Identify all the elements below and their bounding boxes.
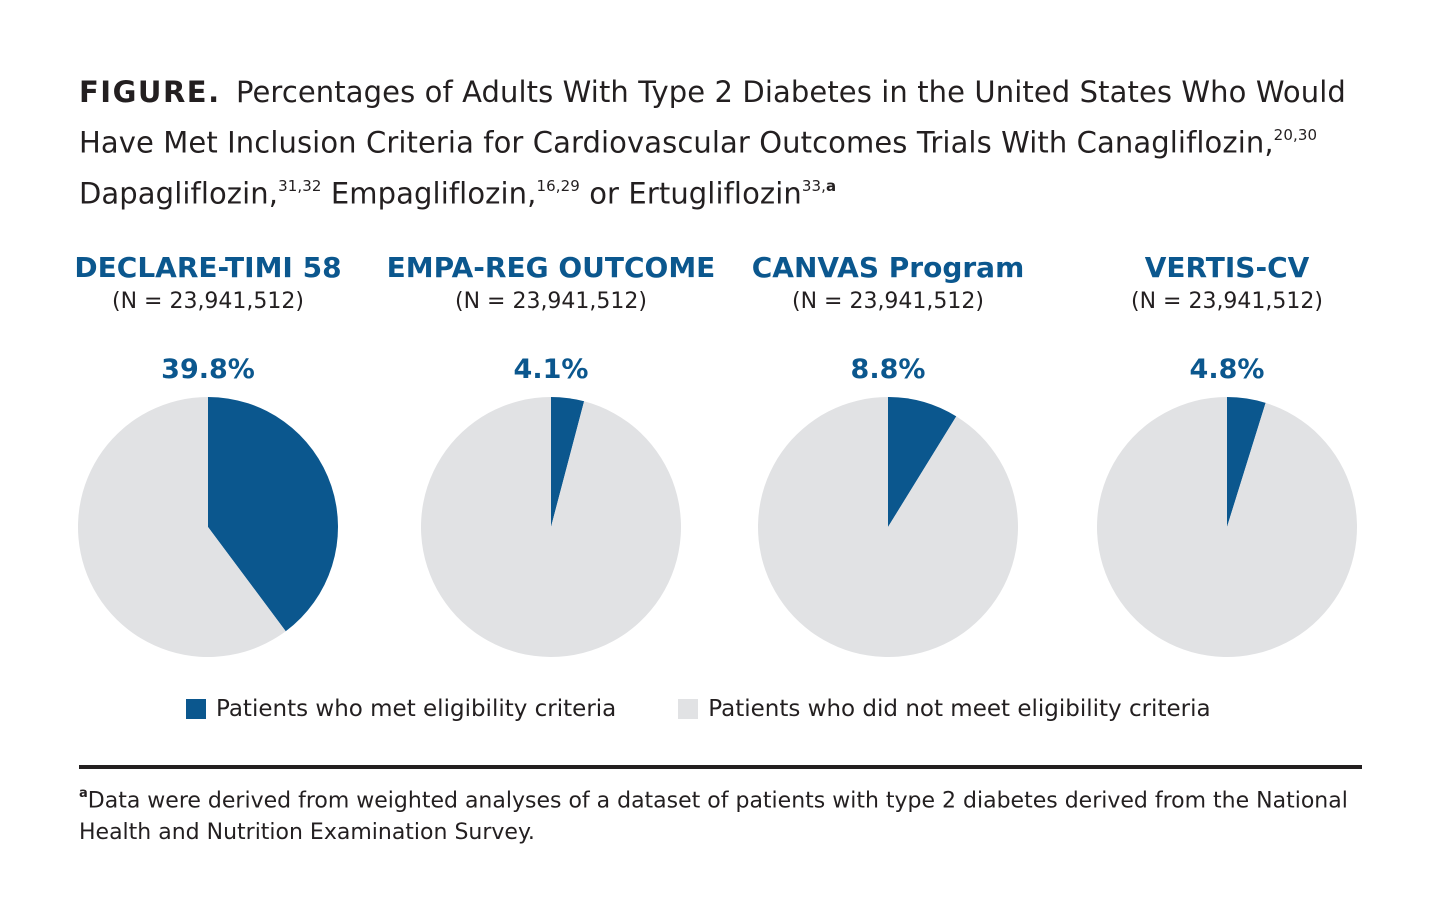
footnote: aData were derived from weighted analyse… [79, 780, 1379, 849]
pie-slice-met [1227, 397, 1266, 527]
pie-slice-met [208, 397, 338, 632]
pie-slice-met [888, 397, 957, 527]
pie-svg [757, 397, 1018, 657]
pie-slice-not-met [1096, 397, 1357, 657]
legend-swatch-met [186, 699, 206, 719]
title-ref-4: 33,a [802, 177, 836, 195]
pie-slice-not-met [77, 397, 286, 657]
chart-sample-size: (N = 23,941,512) [111, 289, 304, 314]
title-ref-4-numbers: 33, [801, 176, 827, 195]
title-text-3: Empagliflozin, [330, 176, 537, 211]
chart-sample-size: (N = 23,941,512) [1130, 289, 1323, 314]
pie-svg [420, 397, 681, 657]
chart-title: VERTIS-CV [1144, 251, 1310, 284]
chart-title: EMPA-REG OUTCOME [386, 251, 716, 284]
pie-chart-canvas: CANVAS Program (N = 23,941,512) 8.8% [718, 250, 1058, 658]
chart-percent-label: 4.1% [513, 354, 589, 385]
figure-label: FIGURE. [79, 75, 221, 109]
chart-title: CANVAS Program [751, 251, 1025, 284]
pie-slice-met [551, 397, 585, 527]
pie-svg [77, 397, 338, 657]
chart-title: DECLARE-TIMI 58 [74, 251, 342, 284]
title-text-4: or Ertugliflozin [589, 176, 802, 211]
chart-percent-label: 39.8% [161, 354, 255, 385]
title-ref-2: 31,32 [278, 176, 322, 195]
title-text-1: Percentages of Adults With Type 2 Diabet… [79, 75, 1346, 160]
pie-chart-declare: DECLARE-TIMI 58 (N = 23,941,512) 39.8% [38, 250, 378, 658]
chart-percent-label: 4.8% [1189, 354, 1265, 385]
footnote-marker: a [79, 786, 88, 801]
pie-slice-not-met [420, 397, 681, 657]
pie-slice-not-met [757, 397, 1018, 657]
legend-item-met: Patients who met eligibility criteria [186, 696, 616, 722]
pie-chart-vertis: VERTIS-CV (N = 23,941,512) 4.8% [1057, 250, 1397, 658]
chart-percent-label: 8.8% [850, 354, 926, 385]
legend-item-not-met: Patients who did not meet eligibility cr… [678, 696, 1211, 722]
legend: Patients who met eligibility criteria Pa… [186, 693, 1273, 725]
legend-label-not-met: Patients who did not meet eligibility cr… [708, 696, 1211, 722]
footnote-divider [79, 765, 1362, 769]
pie-chart-empa-reg: EMPA-REG OUTCOME (N = 23,941,512) 4.1% [381, 250, 721, 658]
legend-label-met: Patients who met eligibility criteria [216, 696, 617, 722]
chart-sample-size: (N = 23,941,512) [454, 289, 647, 314]
chart-sample-size: (N = 23,941,512) [791, 289, 984, 314]
pie-svg [1096, 397, 1357, 657]
title-ref-3: 16,29 [536, 176, 580, 195]
title-ref-4-footnote-marker: a [826, 176, 837, 195]
footnote-text: Data were derived from weighted analyses… [79, 788, 1348, 846]
figure-title: FIGURE. Percentages of Adults With Type … [79, 70, 1369, 216]
title-text-2: Dapagliflozin, [79, 176, 279, 211]
title-ref-1: 20,30 [1273, 126, 1318, 144]
legend-swatch-not-met [678, 699, 699, 719]
